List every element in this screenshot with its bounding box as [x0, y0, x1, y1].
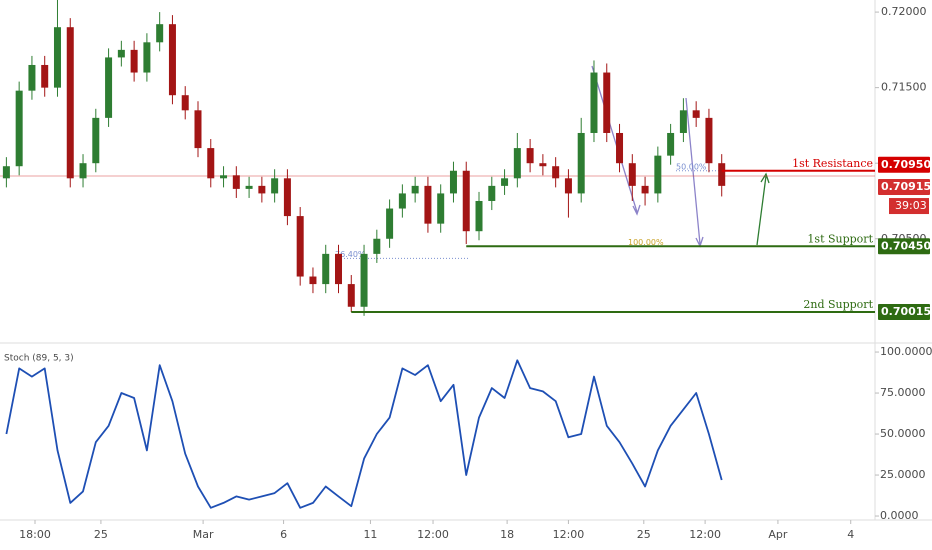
fib-label: 100.00% — [628, 238, 664, 247]
candle-body — [335, 253, 343, 285]
current-price-label-bg — [878, 179, 930, 196]
candle-body — [411, 185, 419, 194]
candle-body — [207, 148, 215, 179]
candle-body — [156, 24, 164, 43]
stoch-tick-label: 0.0000 — [880, 509, 919, 522]
candle-body — [360, 253, 368, 307]
candle-body — [641, 185, 649, 194]
x-tick-label: 25 — [637, 528, 651, 541]
candle-body — [322, 253, 330, 285]
candle-body — [424, 185, 432, 224]
level-name: 2nd Support — [803, 298, 873, 311]
candle-body — [79, 163, 87, 179]
candle-body — [2, 166, 10, 179]
candle-body — [220, 175, 228, 179]
candle-body — [258, 185, 266, 194]
y-tick-label: 0.72000 — [881, 5, 927, 18]
candle-body — [194, 110, 202, 149]
candle-body — [692, 110, 700, 118]
candle-body — [245, 185, 253, 189]
candle-body — [590, 72, 598, 133]
x-tick-label: 25 — [94, 528, 108, 541]
candle-body — [501, 178, 509, 186]
candle-body — [552, 166, 560, 179]
candle-body — [53, 27, 61, 88]
fib-label: 76.40% — [335, 250, 366, 259]
candle-body — [41, 64, 49, 88]
x-tick-label: 18 — [500, 528, 514, 541]
fib-label: 50.00% — [676, 162, 707, 171]
candle-body — [117, 49, 125, 58]
level-price-label: 0.70950 — [881, 158, 931, 171]
drawing-arrows — [591, 65, 770, 248]
x-tick-label: Mar — [193, 528, 214, 541]
candle-body — [488, 185, 496, 201]
candle-body — [130, 49, 138, 73]
y-tick-label: 0.71500 — [881, 81, 927, 94]
candle-body — [526, 148, 534, 164]
level-price-label-bg — [878, 238, 930, 255]
x-tick-label: 11 — [363, 528, 377, 541]
candle-body — [654, 155, 662, 194]
candle-body — [15, 90, 23, 167]
candle-body — [603, 72, 611, 133]
x-tick-label: 12:00 — [553, 528, 585, 541]
candle-body — [398, 193, 406, 209]
x-tick-label: 12:00 — [689, 528, 721, 541]
candle-body — [705, 117, 713, 164]
x-tick-label: 6 — [280, 528, 287, 541]
candle-body — [628, 163, 636, 186]
candle-body — [475, 200, 483, 232]
candle-body — [718, 163, 726, 186]
candle-body — [577, 132, 585, 194]
candle-body — [539, 163, 547, 167]
stoch-tick-label: 100.0000 — [880, 345, 932, 358]
candle-body — [564, 178, 572, 194]
candle-body — [679, 110, 687, 133]
level-price-label: 0.70015 — [881, 305, 931, 318]
x-tick-label: 18:00 — [19, 528, 51, 541]
candle-body — [66, 27, 74, 179]
x-tick-label: 12:00 — [417, 528, 449, 541]
candle-body — [271, 178, 279, 194]
level-price-label-bg — [878, 304, 930, 321]
stoch-tick-label: 50.0000 — [880, 427, 926, 440]
x-tick-label: 4 — [847, 528, 854, 541]
candle-body — [168, 24, 176, 96]
candle-body — [347, 284, 355, 307]
candle-body — [105, 57, 113, 118]
candle-body — [309, 276, 317, 285]
level-name: 1st Resistance — [792, 157, 873, 170]
indicator-name: Stoch (89, 5, 3) — [4, 354, 74, 364]
candle-body — [437, 193, 445, 224]
timer: 39:03 — [895, 199, 927, 212]
x-tick-label: Apr — [768, 528, 788, 541]
current-price-label: 0.70915 — [881, 180, 931, 193]
candle-body — [616, 132, 624, 164]
candle-body — [449, 170, 457, 194]
candle-body — [296, 216, 304, 277]
candle-body — [283, 178, 291, 217]
candle-body — [143, 42, 151, 73]
level-price-label-bg — [878, 156, 930, 173]
candle-body — [462, 170, 470, 232]
candle-body — [92, 117, 100, 164]
stoch-tick-label: 75.0000 — [880, 386, 926, 399]
candle-body — [667, 132, 675, 156]
level-name: 1st Support — [807, 232, 873, 245]
stoch-tick-label: 25.0000 — [880, 468, 926, 481]
candle-body — [386, 208, 394, 239]
level-price-label: 0.70450 — [881, 239, 931, 252]
candle-body — [513, 148, 521, 179]
candle-body — [232, 175, 240, 189]
timer-bg — [889, 198, 929, 215]
candle-body — [181, 95, 189, 111]
stoch-line — [5, 359, 723, 509]
candle-body — [28, 64, 36, 91]
candle-body — [373, 238, 381, 254]
